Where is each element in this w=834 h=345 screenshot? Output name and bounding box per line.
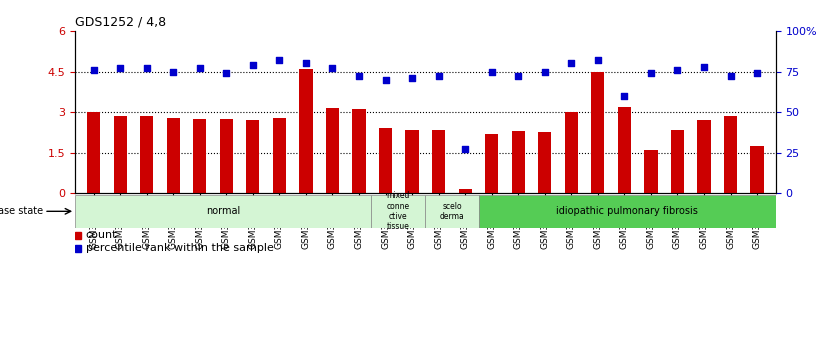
Point [485, 69, 499, 74]
Point [591, 58, 605, 63]
Text: count: count [86, 230, 117, 240]
Bar [113, 116, 127, 193]
Point [219, 70, 233, 76]
Point [87, 67, 100, 73]
Bar [644, 150, 657, 193]
Point [724, 74, 737, 79]
Point [618, 93, 631, 99]
Point [671, 67, 684, 73]
Bar [193, 119, 206, 193]
Text: mixed
conne
ctive
tissue: mixed conne ctive tissue [387, 191, 410, 231]
Point [459, 147, 472, 152]
Bar [273, 118, 286, 193]
Point [352, 74, 365, 79]
Bar [299, 69, 313, 193]
Bar [371, 195, 425, 228]
Bar [591, 71, 605, 193]
Bar [75, 232, 82, 239]
Bar [697, 120, 711, 193]
Point [246, 62, 259, 68]
Point [299, 61, 313, 66]
Point [565, 61, 578, 66]
Bar [751, 146, 764, 193]
Bar [87, 112, 100, 193]
Bar [75, 195, 371, 228]
Point [193, 66, 207, 71]
Bar [618, 107, 631, 193]
Bar [75, 245, 82, 252]
Bar [511, 131, 525, 193]
Point [697, 64, 711, 69]
Point [751, 70, 764, 76]
Point [113, 66, 127, 71]
Point [326, 66, 339, 71]
Bar [219, 119, 233, 193]
Bar [671, 130, 684, 193]
Text: percentile rank within the sample: percentile rank within the sample [86, 243, 274, 253]
Bar [480, 195, 776, 228]
Text: GDS1252 / 4,8: GDS1252 / 4,8 [75, 16, 166, 29]
Bar [425, 195, 480, 228]
Point [273, 58, 286, 63]
Point [167, 69, 180, 74]
Text: idiopathic pulmonary fibrosis: idiopathic pulmonary fibrosis [556, 206, 698, 216]
Bar [724, 116, 737, 193]
Bar [405, 130, 419, 193]
Bar [538, 132, 551, 193]
Bar [246, 120, 259, 193]
Point [432, 74, 445, 79]
Bar [485, 134, 498, 193]
Point [511, 74, 525, 79]
Point [140, 66, 153, 71]
Bar [379, 128, 392, 193]
Point [644, 70, 657, 76]
Bar [326, 108, 339, 193]
Text: normal: normal [206, 206, 240, 216]
Text: scelo
derma: scelo derma [440, 201, 465, 221]
Bar [352, 109, 365, 193]
Text: disease state: disease state [0, 206, 43, 216]
Point [379, 77, 392, 82]
Bar [140, 116, 153, 193]
Bar [459, 189, 472, 193]
Bar [565, 112, 578, 193]
Bar [167, 118, 180, 193]
Point [405, 75, 419, 81]
Point [538, 69, 551, 74]
Bar [432, 130, 445, 193]
